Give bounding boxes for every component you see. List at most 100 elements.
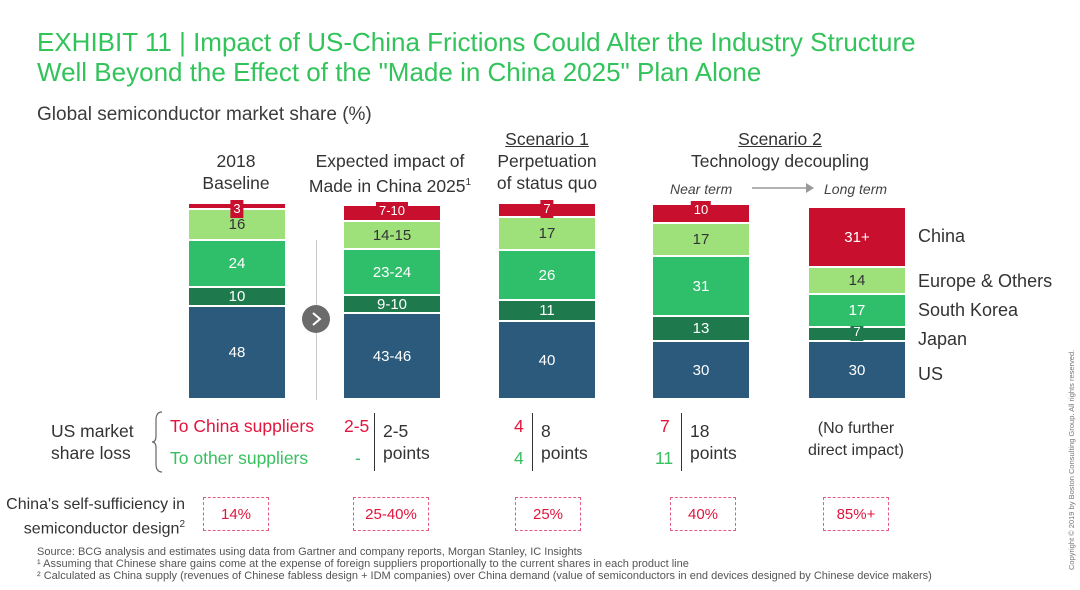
bar-segment-japan-mic2025: 9-10 [344, 294, 440, 313]
col2-line2: Made in China 2025 [308, 175, 466, 196]
data-label-korea-mic2025: 23-24 [372, 263, 412, 281]
arrow-right-icon [752, 183, 814, 193]
self-sufficiency-baseline: 14% [203, 497, 269, 531]
bar-segment-europe-scenario1: 17 [499, 216, 595, 249]
bar-segment-europe-near-term: 17 [653, 222, 749, 255]
self-sufficiency-line1: China's self-sufficiency in [6, 496, 185, 513]
data-label-japan-scenario1: 11 [539, 302, 555, 319]
loss-long-term-line1: (No further [817, 420, 895, 437]
data-label-china-scenario1: 7 [540, 200, 554, 218]
bar-segment-japan-baseline: 10 [189, 286, 285, 305]
data-label-us-mic2025: 43-46 [372, 347, 412, 365]
us-share-loss-line2: share loss [51, 443, 131, 463]
exhibit-title: EXHIBIT 11 | Impact of US-China Friction… [37, 27, 916, 87]
data-label-japan-near-term: 13 [692, 320, 710, 337]
bar-segment-us-long-term: 30 [809, 340, 905, 398]
bar-segment-korea-long-term: 17 [809, 293, 905, 326]
to-china-suppliers-label: To China suppliers [170, 416, 314, 436]
data-label-china-long-term: 31+ [844, 228, 870, 246]
near-term-label: Near term [670, 181, 733, 197]
data-label-europe-baseline: 16 [228, 216, 246, 233]
brace-icon [151, 411, 163, 473]
data-label-europe-long-term: 14 [848, 272, 866, 289]
data-label-korea-scenario1: 26 [538, 266, 556, 284]
self-sufficiency-footnote-mark: 2 [179, 519, 185, 530]
loss-other-near-term: 11 [655, 448, 674, 468]
data-label-japan-baseline: 10 [228, 288, 246, 305]
bar-segment-japan-scenario1: 11 [499, 299, 595, 320]
loss-points-scenario1: points [541, 443, 588, 463]
data-label-us-scenario1: 40 [538, 351, 556, 369]
loss-china-mic2025: 2-5 [344, 416, 370, 436]
bar-segment-us-mic2025: 43-46 [344, 312, 440, 398]
data-label-europe-mic2025: 14-15 [372, 226, 412, 244]
data-label-japan-long-term: 7 [850, 323, 864, 341]
loss-total-scenario1: 8 [541, 421, 551, 441]
bar-segment-us-baseline: 48 [189, 305, 285, 398]
col-header-scenario2: Scenario 2 Technology decoupling [660, 128, 900, 172]
loss-points-near-term: points [690, 443, 737, 463]
col-header-baseline: 2018 Baseline [186, 150, 286, 194]
col2-footnote-mark: 1 [465, 177, 472, 188]
footnote-2: ² Calculated as China supply (revenues o… [37, 570, 932, 582]
data-label-china-mic2025: 7-10 [375, 202, 409, 220]
col3-line2: of status quo [496, 173, 598, 193]
legend-south-korea: South Korea [918, 300, 1019, 320]
loss-other-scenario1: 4 [514, 448, 524, 468]
loss-china-scenario1: 4 [514, 416, 524, 436]
loss-divider-near-term [681, 413, 682, 471]
footnote-1: ¹ Assuming that Chinese share gains come… [37, 558, 689, 570]
bar-segment-korea-mic2025: 23-24 [344, 248, 440, 294]
loss-points-mic2025: points [383, 443, 430, 463]
data-label-korea-near-term: 31 [692, 277, 710, 295]
data-label-korea-baseline: 24 [228, 255, 246, 272]
data-label-japan-mic2025: 9-10 [376, 295, 408, 313]
long-term-label: Long term [824, 181, 888, 197]
bar-segment-china-long-term: 31+ [809, 206, 905, 266]
scenario2-title: Scenario 2 [738, 129, 822, 149]
col1-line1: 2018 [216, 151, 256, 171]
self-sufficiency-long-term: 85%+ [823, 497, 889, 531]
bar-segment-japan-near-term: 13 [653, 315, 749, 340]
legend-us: US [918, 364, 944, 384]
self-sufficiency-label: China's self-sufficiency in semiconducto… [5, 495, 185, 539]
col2-line1: Expected impact of [315, 151, 465, 171]
title-line-1: EXHIBIT 11 | Impact of US-China Friction… [37, 27, 916, 57]
bar-segment-korea-scenario1: 26 [499, 249, 595, 299]
self-sufficiency-scenario1: 25% [515, 497, 581, 531]
data-label-china-near-term: 10 [690, 201, 712, 219]
legend-europe-others: Europe & Others [918, 271, 1053, 291]
data-label-europe-scenario1: 17 [538, 225, 556, 242]
self-sufficiency-line2: semiconductor design [23, 520, 180, 538]
us-share-loss-line1: US market [51, 421, 134, 441]
col-header-scenario1: Scenario 1 Perpetuation of status quo [487, 128, 607, 194]
loss-total-mic2025: 2-5 [383, 421, 409, 441]
title-line-2: Well Beyond the Effect of the "Made in C… [37, 57, 762, 87]
bar-segment-korea-near-term: 31 [653, 255, 749, 315]
loss-other-mic2025: - [355, 448, 361, 468]
data-label-us-baseline: 48 [228, 344, 246, 361]
col-header-mic2025: Expected impact of Made in China 20251 [300, 150, 480, 197]
bar-segment-europe-long-term: 14 [809, 266, 905, 293]
data-label-us-long-term: 30 [848, 361, 866, 379]
bar-segment-us-near-term: 30 [653, 340, 749, 398]
copyright-notice: Copyright © 2019 by Boston Consulting Gr… [1067, 349, 1076, 570]
col1-line2: Baseline [202, 173, 270, 193]
to-other-suppliers-label: To other suppliers [170, 448, 309, 468]
legend-japan: Japan [918, 329, 968, 349]
scenario1-title: Scenario 1 [505, 129, 589, 149]
loss-long-term-note: (No further direct impact) [796, 418, 916, 462]
self-sufficiency-mic2025: 25-40% [353, 497, 429, 531]
loss-total-near-term: 18 [690, 421, 710, 441]
col45-line1: Technology decoupling [690, 151, 870, 171]
data-label-europe-near-term: 17 [692, 231, 710, 248]
us-share-loss-label: US market share loss [51, 420, 141, 464]
bar-segment-korea-baseline: 24 [189, 239, 285, 286]
data-label-korea-long-term: 17 [848, 302, 866, 319]
chevron-right-icon [302, 305, 330, 333]
loss-long-term-line2: direct impact) [807, 442, 905, 459]
loss-china-near-term: 7 [660, 416, 670, 436]
chart-subtitle: Global semiconductor market share (%) [37, 104, 372, 125]
loss-divider-scenario1 [532, 413, 533, 471]
bar-segment-us-scenario1: 40 [499, 320, 595, 398]
